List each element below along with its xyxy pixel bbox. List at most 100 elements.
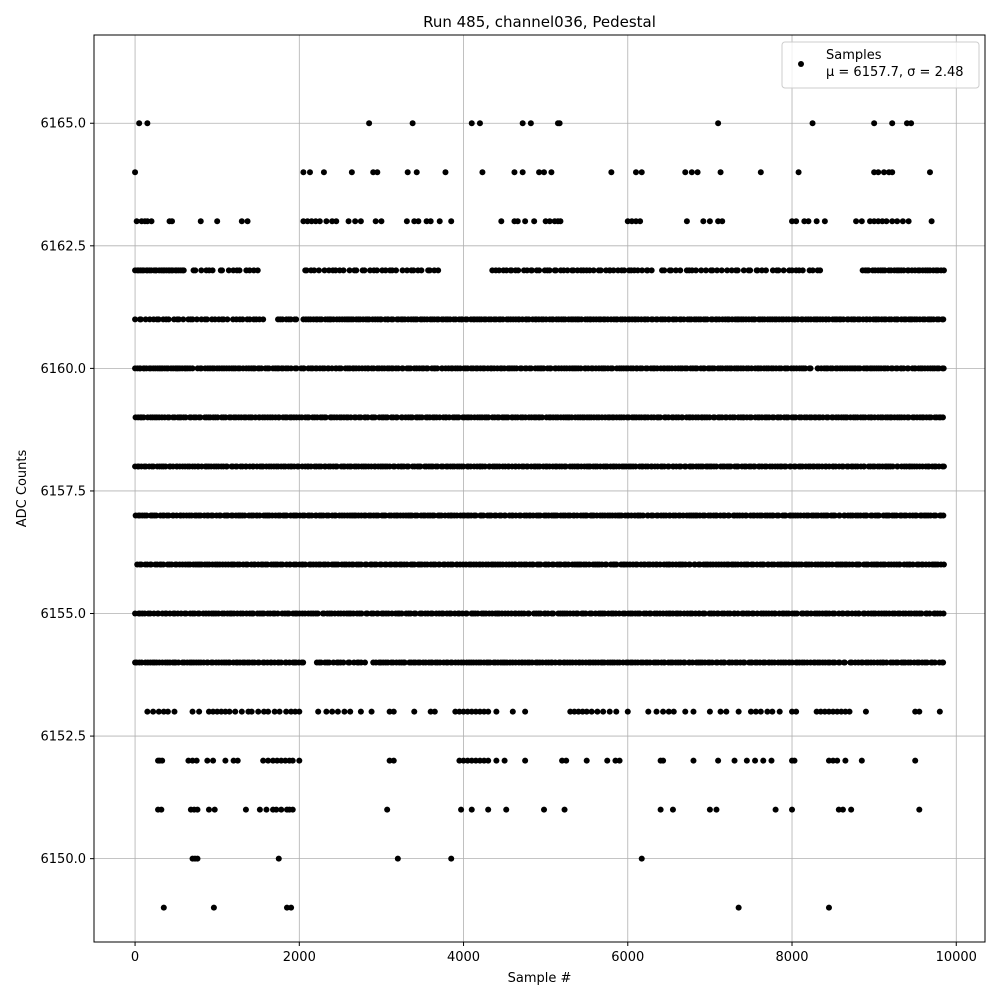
sample-point: [326, 659, 333, 666]
sample-point: [639, 267, 646, 274]
sample-point: [246, 267, 253, 274]
sample-point: [347, 708, 354, 715]
sample-point: [713, 806, 720, 813]
y-tick-label: 6152.5: [41, 730, 87, 745]
sample-point: [715, 757, 722, 764]
sample-point: [588, 708, 595, 715]
sample-point: [165, 316, 172, 323]
sample-point: [764, 708, 771, 715]
sample-point: [345, 218, 352, 225]
sample-point: [185, 757, 192, 764]
sample-point: [657, 806, 664, 813]
sample-point: [260, 757, 267, 764]
sample-point: [577, 365, 584, 372]
sample-point: [802, 365, 809, 372]
sample-point: [333, 218, 340, 225]
sample-point: [133, 218, 140, 225]
sample-point: [817, 708, 824, 715]
sample-point: [858, 218, 865, 225]
sample-point: [479, 169, 486, 176]
sample-point: [498, 218, 505, 225]
x-tick-label: 6000: [611, 950, 644, 965]
sample-point: [571, 708, 578, 715]
sample-point: [274, 757, 281, 764]
sample-point: [754, 267, 761, 274]
sample-point: [579, 708, 586, 715]
data-points: [132, 120, 947, 911]
sample-point: [875, 218, 882, 225]
sample-point: [472, 708, 479, 715]
sample-point: [731, 757, 738, 764]
sample-point: [831, 512, 838, 519]
sample-point: [436, 218, 443, 225]
sample-point: [323, 218, 330, 225]
sample-point: [222, 708, 229, 715]
sample-point: [789, 806, 796, 813]
sample-point: [256, 659, 263, 666]
sample-point: [717, 708, 724, 715]
sample-point: [348, 169, 355, 176]
sample-point: [563, 757, 570, 764]
sample-point: [624, 218, 631, 225]
sample-point: [682, 708, 689, 715]
sample-point: [550, 610, 557, 617]
sample-point: [825, 757, 832, 764]
sample-point: [278, 757, 285, 764]
sample-point: [418, 267, 425, 274]
sample-point: [417, 463, 424, 470]
sample-point: [791, 757, 798, 764]
sample-point: [836, 659, 843, 666]
sample-point: [912, 757, 919, 764]
sample-point: [858, 757, 865, 764]
sample-point: [871, 169, 878, 176]
sample-point: [760, 757, 767, 764]
sample-point: [289, 757, 296, 764]
sample-point: [912, 708, 919, 715]
sample-point: [132, 169, 139, 176]
sample-point: [793, 610, 800, 617]
sample-point: [374, 169, 381, 176]
sample-point: [835, 806, 842, 813]
sample-point: [768, 757, 775, 764]
sample-point: [386, 708, 393, 715]
sample-point: [809, 120, 816, 127]
sample-point: [427, 708, 434, 715]
sample-point: [940, 463, 947, 470]
sample-point: [346, 267, 353, 274]
sample-point: [546, 218, 553, 225]
sample-point: [189, 316, 196, 323]
sample-point: [361, 659, 368, 666]
sample-point: [916, 708, 923, 715]
sample-point: [932, 512, 939, 519]
sample-point: [679, 414, 686, 421]
sample-point: [279, 561, 286, 568]
sample-point: [834, 708, 841, 715]
sample-point: [613, 708, 620, 715]
sample-point: [865, 267, 872, 274]
sample-point: [155, 610, 162, 617]
sample-point: [583, 708, 590, 715]
sample-point: [265, 708, 272, 715]
sample-point: [648, 267, 655, 274]
sample-point: [603, 561, 610, 568]
sample-point: [460, 757, 467, 764]
sample-point: [197, 414, 204, 421]
sample-point: [546, 267, 553, 274]
sample-point: [760, 561, 767, 568]
sample-point: [192, 267, 199, 274]
sample-point: [321, 267, 328, 274]
sample-point: [275, 855, 282, 862]
sample-point: [853, 218, 860, 225]
sample-point: [357, 218, 364, 225]
sample-point: [509, 708, 516, 715]
sample-point: [155, 316, 162, 323]
sample-point: [713, 463, 720, 470]
y-tick-label: 6162.5: [41, 239, 87, 254]
sample-point: [189, 708, 196, 715]
sample-point: [278, 806, 285, 813]
sample-point: [661, 267, 668, 274]
sample-point: [164, 708, 171, 715]
sample-point: [418, 414, 425, 421]
sample-point: [908, 120, 915, 127]
sample-point: [160, 708, 167, 715]
